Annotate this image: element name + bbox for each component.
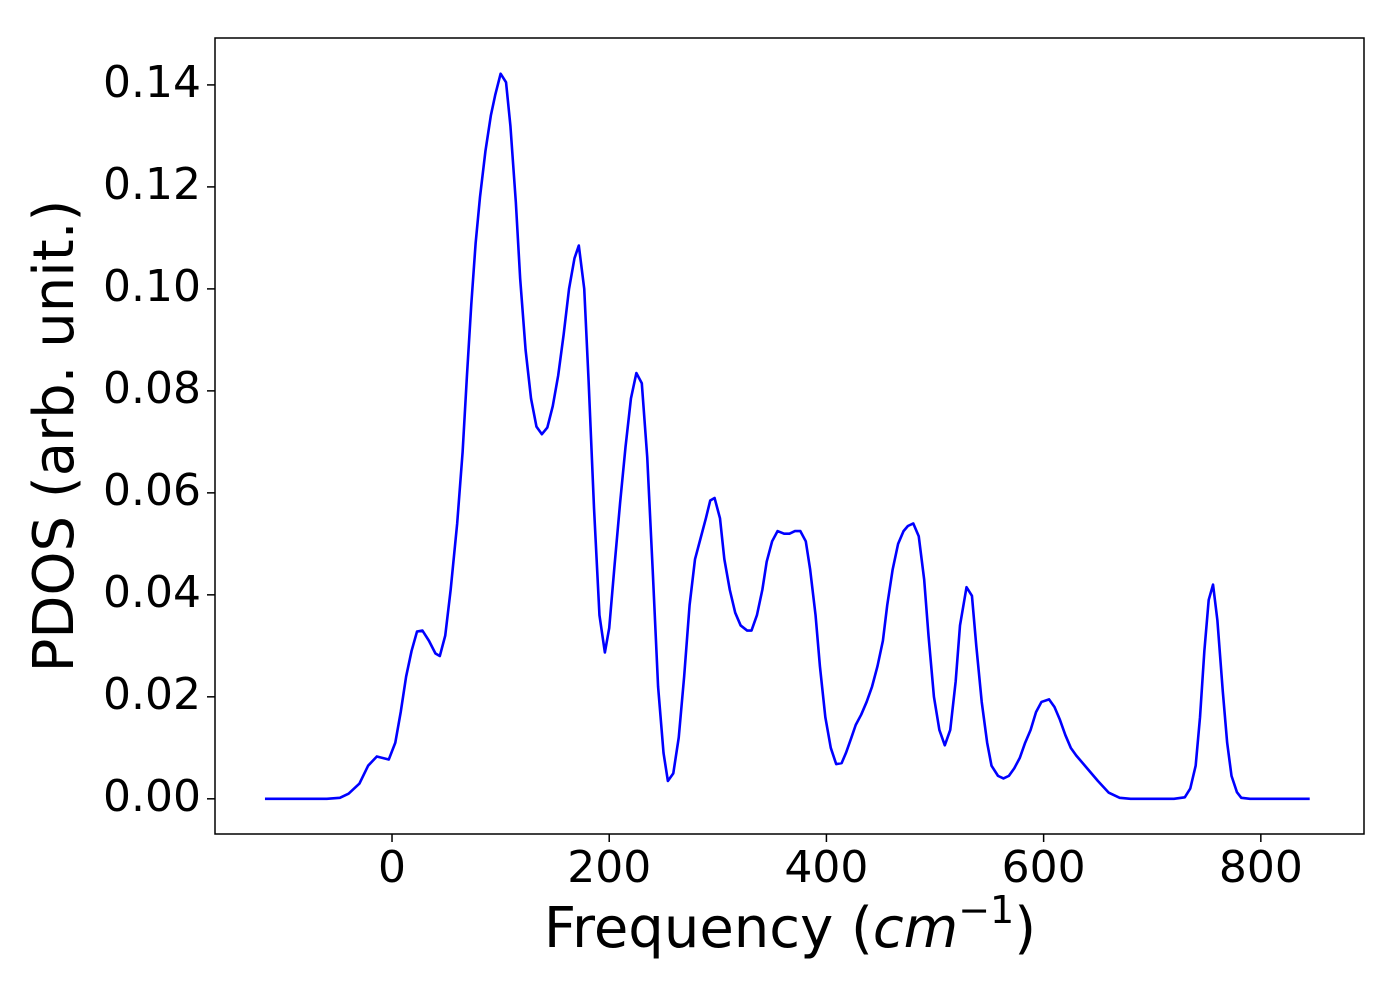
y-tick-label: 0.02 xyxy=(103,669,201,720)
x-tick-label: 400 xyxy=(784,842,868,893)
x-tick-label: 800 xyxy=(1219,842,1303,893)
x-label-close: ) xyxy=(1014,896,1036,961)
y-tick-label: 0.14 xyxy=(103,57,201,108)
y-tick-label: 0.12 xyxy=(103,159,201,210)
x-label-math: cm xyxy=(873,896,958,961)
y-axis-label: PDOS (arb. unit.) xyxy=(22,200,87,673)
y-tick-label: 0.04 xyxy=(103,567,201,618)
y-tick-label: 0.06 xyxy=(103,465,201,516)
x-label-text: Frequency ( xyxy=(544,896,873,961)
x-axis-label: Frequency (cm−1) xyxy=(544,888,1036,962)
x-tick-label: 600 xyxy=(1002,842,1086,893)
y-tick-label: 0.00 xyxy=(103,771,201,822)
x-label-sup: −1 xyxy=(958,888,1014,932)
x-tick-label: 200 xyxy=(567,842,651,893)
y-tick-label: 0.08 xyxy=(103,363,201,414)
data-line xyxy=(264,72,1310,801)
y-tick-label: 0.10 xyxy=(103,261,201,312)
plot-frame xyxy=(214,37,1365,835)
x-tick-label: 0 xyxy=(378,842,406,893)
